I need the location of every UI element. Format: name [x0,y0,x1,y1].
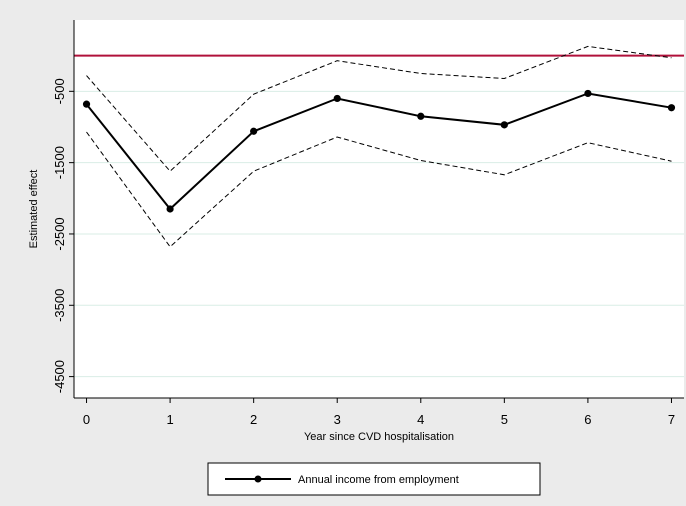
legend: Annual income from employment [207,462,541,496]
y-tick-label: -500 [52,78,67,104]
x-tick-label: 0 [83,412,90,427]
legend-entry-label: Annual income from employment [298,474,459,486]
data-point [417,112,425,120]
y-tick-label: -3500 [52,289,67,322]
series-line-estimate [85,92,672,211]
x-tick-label: 4 [417,412,424,427]
series-group [82,45,676,248]
data-point [82,100,91,108]
x-tick-label: 6 [584,412,591,427]
y-tick-label: -4500 [52,360,67,393]
plot-area [74,20,684,398]
data-point [166,205,174,213]
legend-marker [254,475,262,483]
x-tick-labels: 0 1 2 3 4 5 6 7 [83,412,675,427]
x-axis-title: Year since CVD hospitalisation [304,431,454,443]
x-tick-label: 7 [668,412,675,427]
data-point [250,127,258,135]
series-line-lower-ci [86,131,672,248]
grid [74,90,684,378]
data-point [584,89,592,98]
x-tick-label: 2 [250,412,257,427]
x-tick-label: 3 [334,412,341,427]
data-point [667,104,676,112]
x-tick-label: 1 [166,412,173,427]
y-tick-labels: -500 -1500 -2500 -3500 -4500 [52,78,67,393]
y-tick-label: -1500 [52,146,67,179]
x-tick-label: 5 [501,412,508,427]
series-line-upper-ci [86,45,672,172]
data-point [500,121,508,129]
y-axis-title: Estimated effect [28,170,40,249]
data-point [333,94,341,103]
axes [69,20,684,403]
y-tick-label: -2500 [52,217,67,250]
